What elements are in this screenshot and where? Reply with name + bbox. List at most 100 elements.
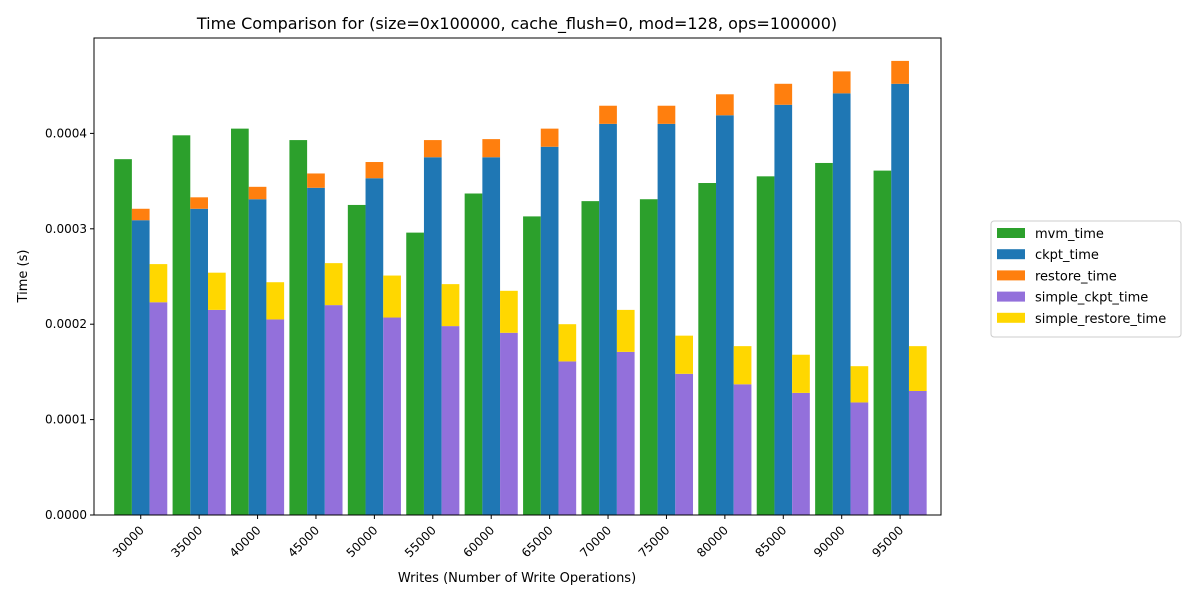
legend-label-restore_time: restore_time — [1035, 269, 1117, 284]
bar-simple_restore_time-90000 — [850, 366, 869, 403]
bar-ckpt_time-90000 — [832, 93, 851, 515]
bar-mvm_time-45000 — [289, 140, 308, 515]
bar-simple_ckpt_time-40000 — [266, 319, 285, 515]
bar-mvm_time-85000 — [756, 176, 775, 515]
bar-simple_ckpt_time-50000 — [383, 317, 401, 515]
x-axis-label: Writes (Number of Write Operations) — [398, 571, 636, 586]
bar-restore_time-80000 — [716, 94, 734, 116]
bar-mvm_time-95000 — [873, 170, 892, 516]
bar-restore_time-45000 — [307, 173, 325, 188]
bar-ckpt_time-45000 — [307, 187, 325, 515]
x-tick-label: 90000 — [811, 523, 848, 560]
bar-ckpt_time-35000 — [190, 208, 208, 515]
y-tick-label: 0.0004 — [45, 126, 87, 140]
x-tick-label: 95000 — [869, 523, 906, 560]
bar-simple_restore_time-60000 — [500, 290, 518, 333]
legend-box — [990, 220, 1182, 338]
bar-simple_restore_time-55000 — [441, 284, 460, 327]
bars-group — [114, 60, 927, 516]
x-tick-label: 55000 — [402, 523, 439, 560]
legend-swatch-mvm_time — [997, 228, 1025, 238]
legend: mvm_time ckpt_time restore_time simple_ckpt… — [990, 220, 1182, 338]
bar-mvm_time-60000 — [464, 193, 483, 515]
bar-simple_ckpt_time-30000 — [149, 302, 168, 515]
bar-mvm_time-50000 — [347, 204, 366, 515]
bar-simple_restore_time-80000 — [733, 346, 752, 385]
bar-simple_restore_time-75000 — [675, 335, 694, 374]
bar-ckpt_time-80000 — [716, 115, 734, 516]
bar-ckpt_time-75000 — [657, 123, 676, 516]
bar-ckpt_time-60000 — [482, 157, 501, 515]
bar-simple_restore_time-85000 — [792, 354, 810, 393]
legend-swatch-simple_ckpt_time — [997, 291, 1025, 302]
bar-mvm_time-75000 — [639, 199, 658, 516]
bar-restore_time-75000 — [657, 105, 676, 124]
bar-mvm_time-65000 — [523, 216, 541, 515]
x-tick-label: 75000 — [636, 523, 673, 560]
x-tick-label: 40000 — [227, 523, 264, 560]
bar-simple_restore_time-65000 — [558, 324, 577, 362]
bar-mvm_time-35000 — [172, 135, 191, 515]
bar-restore_time-95000 — [891, 60, 909, 84]
y-axis-label: Time (s) — [16, 250, 31, 304]
bar-simple_restore_time-45000 — [324, 263, 343, 306]
bar-simple_ckpt_time-70000 — [616, 351, 635, 515]
legend-swatch-restore_time — [997, 270, 1025, 281]
bar-simple_ckpt_time-55000 — [441, 326, 460, 515]
bar-ckpt_time-40000 — [248, 199, 267, 516]
legend-label-ckpt_time: ckpt_time — [1035, 248, 1099, 263]
bar-simple_restore_time-40000 — [266, 282, 285, 320]
bar-restore_time-90000 — [832, 71, 851, 94]
legend-swatch-ckpt_time — [997, 249, 1025, 260]
bar-mvm_time-80000 — [698, 183, 717, 515]
bar-simple_restore_time-50000 — [383, 275, 401, 318]
x-tick-label: 70000 — [577, 523, 614, 560]
bar-mvm_time-55000 — [406, 232, 424, 515]
bar-simple_ckpt_time-35000 — [208, 309, 226, 515]
x-tick-label: 85000 — [753, 523, 790, 560]
bar-simple_restore_time-30000 — [149, 264, 168, 303]
x-tick-label: 50000 — [344, 523, 381, 560]
bar-simple_ckpt_time-85000 — [792, 392, 810, 515]
bar-simple_ckpt_time-65000 — [558, 361, 577, 515]
legend-label-simple_restore_time: simple_restore_time — [1035, 312, 1166, 327]
bar-restore_time-70000 — [599, 105, 617, 124]
bar-ckpt_time-50000 — [365, 178, 384, 516]
x-tick-label: 65000 — [519, 523, 556, 560]
bar-ckpt_time-30000 — [131, 220, 150, 515]
legend-label-simple_ckpt_time: simple_ckpt_time — [1035, 291, 1148, 306]
x-tick-label: 30000 — [110, 523, 147, 560]
bar-simple_ckpt_time-90000 — [850, 402, 869, 515]
y-tick-label: 0.0003 — [45, 222, 87, 236]
bar-restore_time-65000 — [540, 128, 559, 147]
bar-simple_restore_time-70000 — [616, 309, 635, 352]
y-tick-label: 0.0002 — [45, 317, 87, 331]
bar-restore_time-55000 — [423, 140, 442, 158]
bar-ckpt_time-55000 — [423, 157, 442, 515]
bar-restore_time-40000 — [248, 186, 267, 200]
y-tick-label: 0.0000 — [45, 508, 87, 522]
bar-restore_time-60000 — [482, 139, 501, 158]
bar-restore_time-50000 — [365, 162, 384, 179]
bar-mvm_time-90000 — [815, 162, 833, 515]
bar-mvm_time-40000 — [231, 128, 249, 515]
bar-ckpt_time-85000 — [774, 104, 793, 515]
bar-restore_time-85000 — [774, 83, 793, 105]
bar-mvm_time-70000 — [581, 201, 600, 515]
bar-ckpt_time-70000 — [599, 123, 617, 516]
chart-title: Time Comparison for (size=0x100000, cach… — [196, 14, 837, 34]
x-tick-label: 80000 — [694, 523, 731, 560]
legend-label-mvm_time: mvm_time — [1035, 227, 1104, 242]
bar-simple_restore_time-95000 — [908, 346, 927, 391]
bar-simple_ckpt_time-75000 — [675, 373, 694, 515]
x-tick-label: 60000 — [460, 523, 497, 560]
legend-swatch-simple_restore_time — [997, 312, 1025, 323]
bar-ckpt_time-65000 — [540, 146, 559, 515]
bar-simple_restore_time-35000 — [208, 272, 226, 310]
y-tick-label: 0.0001 — [45, 413, 87, 427]
x-tick-label: 35000 — [168, 523, 205, 560]
bar-ckpt_time-95000 — [891, 83, 909, 515]
x-tick-label: 45000 — [285, 523, 322, 560]
